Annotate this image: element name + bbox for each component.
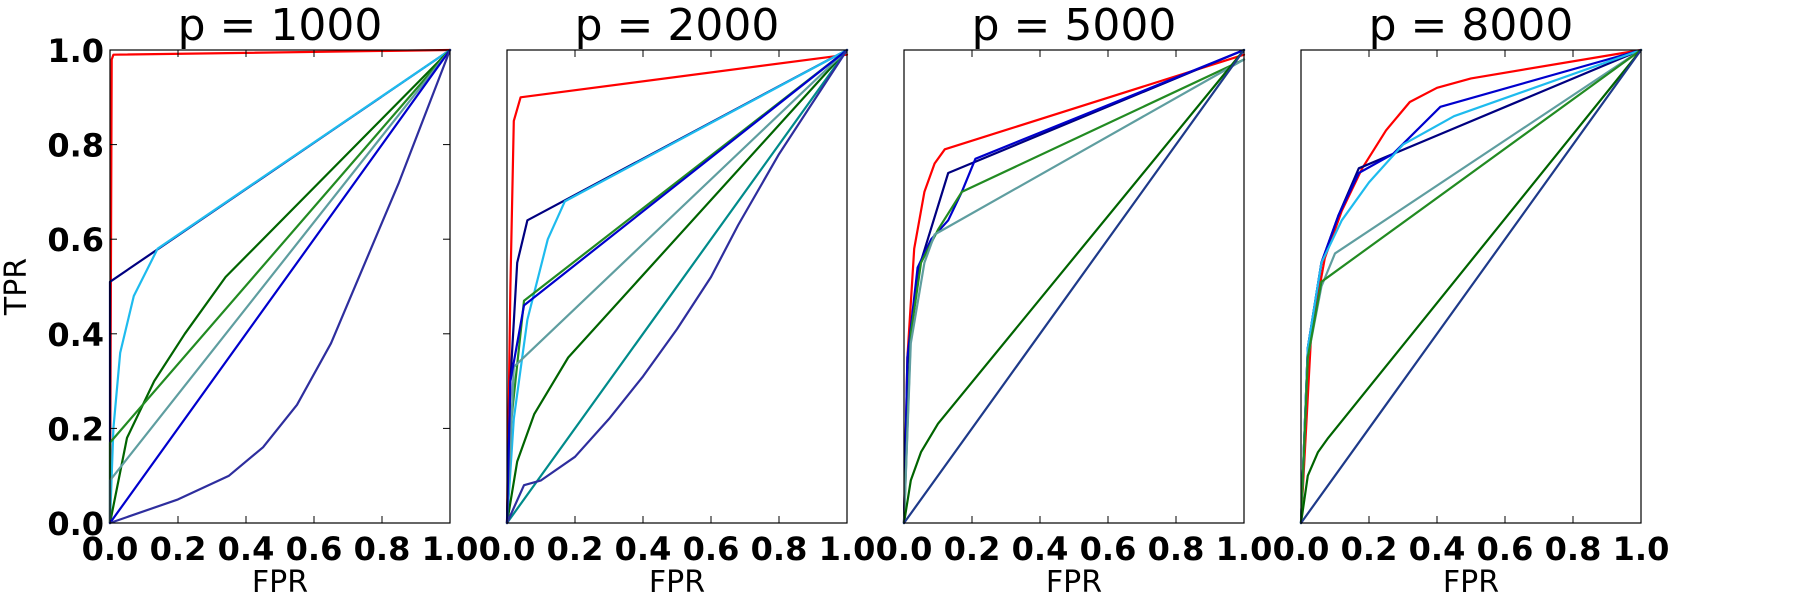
x-tick-label: 1.0 bbox=[1216, 530, 1273, 568]
x-tick-label: 0.0 bbox=[876, 530, 933, 568]
x-tick-label: 0.6 bbox=[1477, 530, 1534, 568]
x-axis-label: FPR bbox=[649, 565, 705, 597]
axes-frame bbox=[109, 49, 451, 524]
roc-panel-3: p = 5000 0.0 0.2 0.4 0.6 0.8 1.0 FPR bbox=[876, 0, 1273, 597]
x-tick-label: 0.8 bbox=[354, 530, 411, 568]
series-line-4 bbox=[505, 48, 849, 525]
x-tick-label: 0.0 bbox=[82, 530, 139, 568]
x-axis-label: FPR bbox=[252, 565, 308, 597]
series-line-4 bbox=[108, 48, 452, 525]
x-tick-label: 0.2 bbox=[944, 530, 1001, 568]
x-tick-label: 0.4 bbox=[615, 530, 672, 568]
roc-panel-2: p = 2000 0.0 0.2 0.4 0.6 0.8 1.0 FPR bbox=[479, 0, 876, 597]
x-tick-label: 0.4 bbox=[1409, 530, 1466, 568]
roc-panel-4: p = 8000 0.0 0.2 0.4 0.6 0.8 1.0 FPR bbox=[1273, 0, 1670, 597]
x-tick-label: 1.0 bbox=[422, 530, 479, 568]
panel-title: p = 8000 bbox=[1369, 0, 1574, 51]
series-line-7 bbox=[505, 48, 849, 525]
x-tick-label: 0.4 bbox=[218, 530, 275, 568]
series-line-8 bbox=[108, 48, 452, 525]
panel-title: p = 1000 bbox=[178, 0, 383, 51]
x-tick-label: 1.0 bbox=[1613, 530, 1670, 568]
x-tick-label: 0.6 bbox=[286, 530, 343, 568]
y-tick-label: 0.4 bbox=[47, 316, 104, 354]
x-tick-label: 0.2 bbox=[547, 530, 604, 568]
series-line-4 bbox=[1299, 48, 1643, 525]
axes-frame bbox=[506, 49, 848, 524]
y-tick-label: 0.0 bbox=[47, 505, 104, 543]
x-tick-label: 1.0 bbox=[819, 530, 876, 568]
x-tick-label: 0.2 bbox=[150, 530, 207, 568]
series-line-3 bbox=[108, 48, 452, 525]
series-line-8 bbox=[505, 48, 849, 525]
series-line-5 bbox=[902, 58, 1246, 525]
series-line-7 bbox=[1299, 48, 1643, 525]
x-tick-label: 0.6 bbox=[1080, 530, 1137, 568]
series-line-6 bbox=[1299, 48, 1643, 525]
x-tick-label: 0.8 bbox=[751, 530, 808, 568]
series-line-3 bbox=[505, 48, 849, 525]
series-line-9 bbox=[505, 48, 849, 525]
x-axis-label: FPR bbox=[1046, 565, 1102, 597]
x-axis-label: FPR bbox=[1443, 565, 1499, 597]
x-tick-label: 0.8 bbox=[1545, 530, 1602, 568]
series-line-8 bbox=[1299, 48, 1643, 525]
y-tick-label: 0.8 bbox=[47, 127, 104, 165]
y-tick-label: 0.2 bbox=[47, 410, 104, 448]
x-tick-label: 0.0 bbox=[479, 530, 536, 568]
x-tick-label: 0.0 bbox=[1273, 530, 1330, 568]
y-axis-label: TPR bbox=[0, 258, 34, 316]
panel-title: p = 2000 bbox=[575, 0, 780, 51]
series-line-3 bbox=[902, 48, 1246, 525]
axes-frame bbox=[903, 49, 1245, 524]
series-line-7 bbox=[108, 48, 452, 525]
y-tick-label: 0.6 bbox=[47, 221, 104, 259]
roc-panel-1: p = 1000 0.0 0.2 0.4 0.6 0.8 1.0 0.0 0.2 0.4 0.6 0.… bbox=[0, 0, 478, 597]
x-tick-label: 0.2 bbox=[1341, 530, 1398, 568]
series-line-1 bbox=[505, 53, 849, 525]
series-line-6 bbox=[902, 48, 1246, 525]
x-tick-label: 0.6 bbox=[683, 530, 740, 568]
y-tick-label: 1.0 bbox=[47, 32, 104, 70]
panel-title: p = 5000 bbox=[972, 0, 1177, 51]
axes-frame bbox=[1300, 49, 1642, 524]
x-tick-label: 0.8 bbox=[1148, 530, 1205, 568]
series-line-7 bbox=[902, 48, 1246, 525]
x-tick-label: 0.4 bbox=[1012, 530, 1069, 568]
